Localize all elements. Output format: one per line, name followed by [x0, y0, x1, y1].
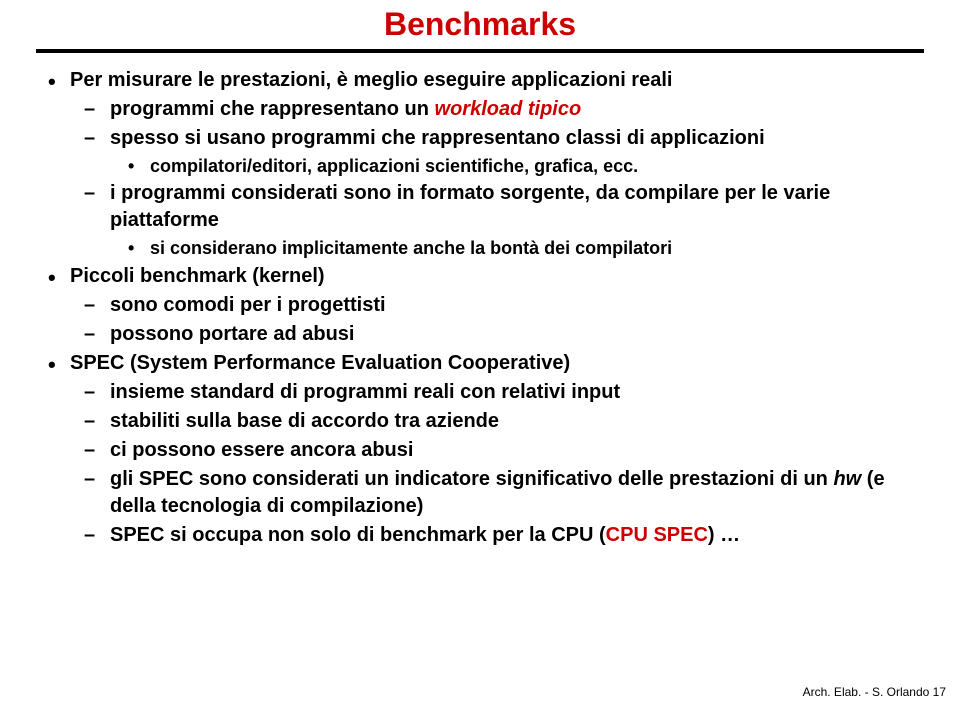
title-divider — [36, 49, 924, 53]
emphasis-text: hw — [833, 468, 861, 490]
bullet-l1: SPEC (System Performance Evaluation Coop… — [48, 350, 920, 549]
slide-footer: Arch. Elab. - S. Orlando 17 — [803, 685, 946, 699]
bullet-text: compilatori/editori, applicazioni scient… — [150, 156, 638, 176]
bullet-l1: Per misurare le prestazioni, è meglio es… — [48, 67, 920, 261]
bullet-text: Per misurare le prestazioni, è meglio es… — [70, 69, 672, 91]
bullet-text: sono comodi per i progettisti — [110, 294, 386, 316]
slide-content: Per misurare le prestazioni, è meglio es… — [0, 67, 960, 549]
bullet-text: possono portare ad abusi — [110, 323, 354, 345]
emphasis-text: CPU SPEC — [606, 524, 708, 546]
bullet-text: si considerano implicitamente anche la b… — [150, 238, 672, 258]
bullet-l2: programmi che rappresentano un workload … — [84, 96, 920, 123]
bullet-text: spesso si usano programmi che rappresent… — [110, 127, 765, 149]
bullet-l2: possono portare ad abusi — [84, 321, 920, 348]
bullet-l2: sono comodi per i progettisti — [84, 292, 920, 319]
bullet-text: programmi che rappresentano un — [110, 98, 435, 120]
bullet-text: Piccoli benchmark (kernel) — [70, 265, 325, 287]
bullet-text: gli SPEC sono considerati un indicatore … — [110, 468, 833, 490]
bullet-l2: gli SPEC sono considerati un indicatore … — [84, 466, 920, 520]
bullet-text: i programmi considerati sono in formato … — [110, 182, 830, 231]
bullet-l2: ci possono essere ancora abusi — [84, 437, 920, 464]
emphasis-text: workload tipico — [435, 98, 582, 120]
bullet-l3: si considerano implicitamente anche la b… — [128, 236, 920, 260]
bullet-l2: stabiliti sulla base di accordo tra azie… — [84, 408, 920, 435]
bullet-text: SPEC si occupa non solo di benchmark per… — [110, 524, 606, 546]
bullet-l1: Piccoli benchmark (kernel) sono comodi p… — [48, 263, 920, 348]
bullet-text: stabiliti sulla base di accordo tra azie… — [110, 410, 499, 432]
bullet-text: insieme standard di programmi reali con … — [110, 381, 620, 403]
bullet-l2: spesso si usano programmi che rappresent… — [84, 125, 920, 178]
bullet-l2: insieme standard di programmi reali con … — [84, 379, 920, 406]
bullet-l2: SPEC si occupa non solo di benchmark per… — [84, 522, 920, 549]
bullet-l3: compilatori/editori, applicazioni scient… — [128, 154, 920, 178]
slide-title: Benchmarks — [0, 0, 960, 49]
bullet-text: ) … — [708, 524, 740, 546]
bullet-text: SPEC (System Performance Evaluation Coop… — [70, 352, 570, 374]
bullet-l2: i programmi considerati sono in formato … — [84, 180, 920, 260]
bullet-text: ci possono essere ancora abusi — [110, 439, 413, 461]
